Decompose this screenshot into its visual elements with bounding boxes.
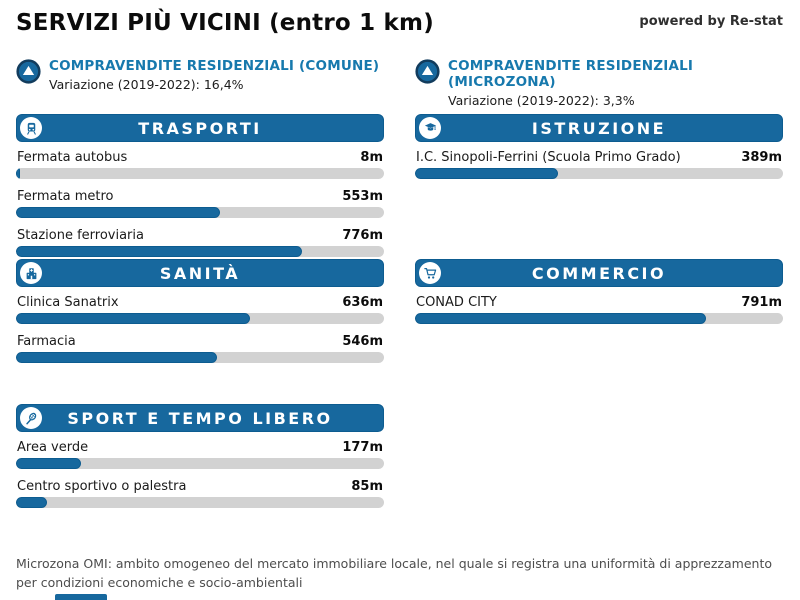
distance-bar-track (415, 168, 783, 179)
distance-bar-track (16, 246, 384, 257)
section-sanita: SANITÀ Clinica Sanatrix 636m Farmacia 546m (16, 259, 384, 363)
distance-bar-fill (16, 207, 220, 218)
section-title: TRASPORTI (138, 118, 262, 138)
service-distance: 389m (741, 150, 782, 165)
hospital-icon (20, 262, 42, 284)
section-header-sanita: SANITÀ (16, 259, 384, 287)
service-row: Clinica Sanatrix 636m (16, 293, 384, 324)
distance-bar-fill (16, 352, 217, 363)
train-icon (20, 117, 42, 139)
truncated-bar-fragment (55, 594, 107, 600)
section-commercio: COMMERCIO CONAD CITY 791m (415, 259, 783, 324)
distance-bar-track (16, 458, 384, 469)
service-distance: 553m (342, 189, 383, 204)
distance-bar-fill (16, 313, 251, 324)
service-distance: 776m (342, 228, 383, 243)
stat-compravendite-microzona: COMPRAVENDITE RESIDENZIALI (MICROZONA) V… (415, 58, 800, 108)
trend-circle-icon (415, 59, 440, 84)
service-distance: 636m (342, 295, 383, 310)
section-title: ISTRUZIONE (531, 118, 667, 138)
distance-bar-fill (415, 313, 707, 324)
service-row: I.C. Sinopoli-Ferrini (Scuola Primo Grad… (415, 148, 783, 179)
service-label: Stazione ferroviaria (17, 228, 144, 243)
service-row: Area verde 177m (16, 438, 384, 469)
service-label: Clinica Sanatrix (17, 295, 119, 310)
section-istruzione: ISTRUZIONE I.C. Sinopoli-Ferrini (Scuola … (415, 114, 783, 179)
distance-bar-track (16, 352, 384, 363)
service-label: Area verde (17, 440, 89, 455)
service-label: CONAD CITY (416, 295, 497, 310)
section-sport: SPORT E TEMPO LIBERO Area verde 177m Centro… (16, 404, 384, 508)
stat-title: COMPRAVENDITE RESIDENZIALI (COMUNE) (49, 58, 380, 74)
distance-bar-track (16, 313, 384, 324)
stat-text: COMPRAVENDITE RESIDENZIALI (MICROZONA) V… (448, 58, 800, 108)
section-header-trasporti: TRASPORTI (16, 114, 384, 142)
service-label: Farmacia (17, 334, 76, 349)
racket-icon (20, 407, 42, 429)
distance-bar-fill (16, 246, 302, 257)
service-label: I.C. Sinopoli-Ferrini (Scuola Primo Grad… (416, 150, 681, 165)
stat-title: COMPRAVENDITE RESIDENZIALI (MICROZONA) (448, 58, 694, 90)
distance-bar-track (16, 168, 384, 179)
service-distance: 8m (360, 150, 383, 165)
section-title: COMMERCIO (531, 263, 667, 283)
section-header-commercio: COMMERCIO (415, 259, 783, 287)
service-row: Fermata metro 553m (16, 187, 384, 218)
cart-icon (419, 262, 441, 284)
page-title: SERVIZI PIÙ VICINI (entro 1 km) (16, 10, 434, 36)
service-row: Fermata autobus 8m (16, 148, 384, 179)
distance-bar-track (16, 207, 384, 218)
service-row: Farmacia 546m (16, 332, 384, 363)
service-row: Centro sportivo o palestra 85m (16, 477, 384, 508)
trend-circle-icon (16, 59, 41, 84)
distance-bar-track (16, 497, 384, 508)
service-row: Stazione ferroviaria 776m (16, 226, 384, 257)
distance-bar-fill (415, 168, 559, 179)
stat-subtitle: Variazione (2019-2022): 16,4% (49, 77, 244, 92)
service-distance: 791m (741, 295, 782, 310)
section-title: SPORT E TEMPO LIBERO (67, 408, 333, 428)
service-distance: 85m (351, 479, 383, 494)
service-label: Centro sportivo o palestra (17, 479, 187, 494)
stat-subtitle: Variazione (2019-2022): 3,3% (448, 93, 635, 108)
service-distance: 177m (342, 440, 383, 455)
distance-bar-fill (16, 168, 21, 179)
section-header-sport: SPORT E TEMPO LIBERO (16, 404, 384, 432)
microzona-definition-note: Microzona OMI: ambito omogeneo del merca… (16, 556, 772, 590)
graduate-icon (419, 117, 441, 139)
service-row: CONAD CITY 791m (415, 293, 783, 324)
section-trasporti: TRASPORTI Fermata autobus 8m Fermata metro 5… (16, 114, 384, 257)
service-label: Fermata metro (17, 189, 114, 204)
distance-bar-fill (16, 458, 82, 469)
stat-text: COMPRAVENDITE RESIDENZIALI (COMUNE) Vari… (49, 58, 379, 92)
powered-by-label: powered by Re-stat (639, 14, 783, 29)
distance-bar-track (415, 313, 783, 324)
service-label: Fermata autobus (17, 150, 128, 165)
service-distance: 546m (342, 334, 383, 349)
section-header-istruzione: ISTRUZIONE (415, 114, 783, 142)
distance-bar-fill (16, 497, 48, 508)
stat-compravendite-comune: COMPRAVENDITE RESIDENZIALI (COMUNE) Vari… (16, 58, 379, 92)
section-title: SANITÀ (159, 263, 241, 283)
